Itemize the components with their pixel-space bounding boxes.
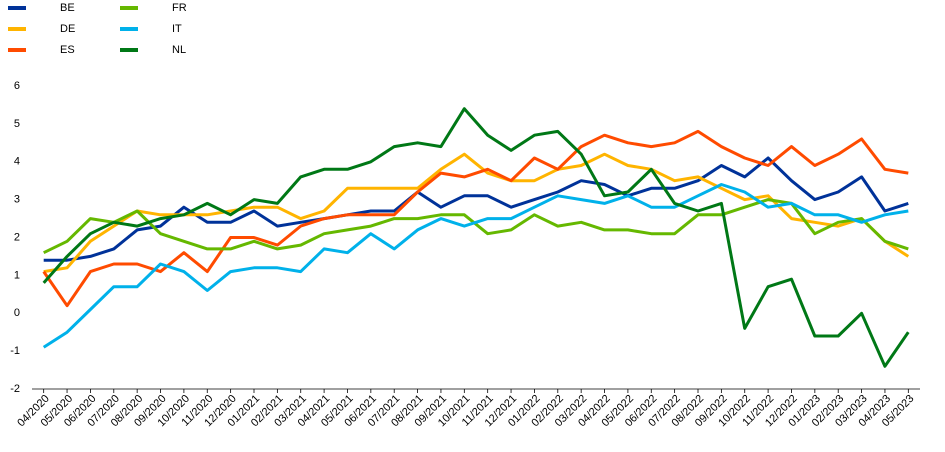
series-line — [43, 198, 909, 255]
series-line — [42, 107, 910, 368]
legend-label: DE — [60, 23, 75, 35]
legend-label: NL — [172, 44, 186, 56]
series-line — [42, 129, 909, 308]
legend-label: ES — [60, 44, 75, 56]
series-line — [43, 156, 909, 262]
y-tick-label: 5 — [14, 118, 20, 130]
legend-label: BE — [60, 2, 75, 14]
series-line — [43, 152, 910, 274]
series-line — [42, 183, 909, 349]
legend-label: IT — [172, 23, 182, 35]
y-tick-label: -2 — [10, 383, 20, 395]
y-tick-label: 3 — [14, 194, 20, 206]
legend-label: FR — [172, 2, 187, 14]
y-tick-label: 2 — [14, 231, 20, 243]
y-tick-label: 1 — [14, 269, 20, 281]
y-tick-label: 4 — [14, 156, 20, 168]
y-tick-label: -1 — [10, 345, 20, 357]
y-tick-label: 0 — [14, 307, 20, 319]
y-tick-label: 6 — [14, 80, 20, 92]
